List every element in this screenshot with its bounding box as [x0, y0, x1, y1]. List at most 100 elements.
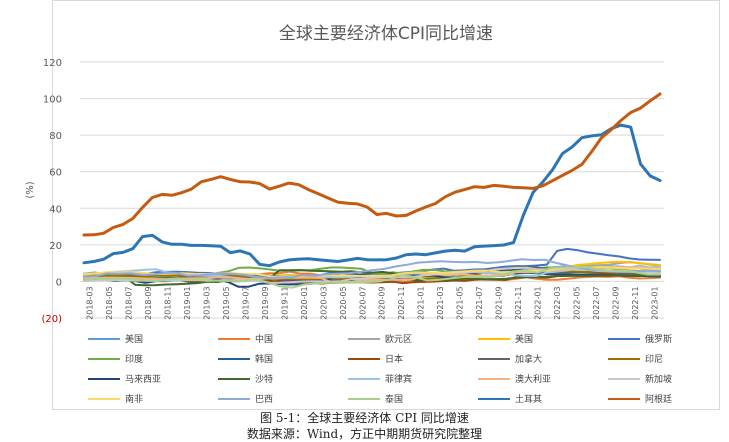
legend-swatch [88, 397, 120, 400]
legend-label: 新加坡 [645, 375, 673, 385]
legend-item: 泰国 [348, 392, 403, 405]
source-note: 数据来源：Wind，方正中期期货研究院整理 [246, 427, 483, 441]
x-tick-label: 2020-01 [300, 286, 309, 319]
legend-label: 巴西 [255, 395, 274, 405]
y-axis-label: (%) [25, 181, 36, 198]
series-line-17 [83, 266, 661, 289]
legend-item: 俄罗斯 [608, 332, 672, 345]
legend-item: 美国 [478, 332, 533, 345]
legend-item: 菲律宾 [348, 372, 412, 385]
x-tick-label: 2019-11 [280, 286, 289, 319]
legend-label: 美国 [515, 335, 534, 345]
x-tick-label: 2018-11 [164, 286, 173, 319]
legend-label: 韩国 [255, 355, 274, 365]
legend-item: 韩国 [218, 352, 273, 365]
x-tick-label: 2020-03 [319, 286, 328, 319]
series-line-16 [83, 258, 661, 279]
x-tick-label: 2019-01 [183, 286, 192, 319]
y-tick-label: 120 [43, 58, 62, 69]
x-tick-label: 2020-09 [378, 286, 387, 319]
legend-swatch [608, 357, 640, 360]
legend-item: 沙特 [218, 372, 273, 385]
legend-label: 印尼 [645, 355, 664, 365]
series-line-19 [82, 92, 662, 237]
legend-label: 土耳其 [515, 395, 543, 405]
legend-item: 澳大利亚 [478, 372, 551, 385]
legend-swatch [608, 337, 640, 340]
legend-swatch [218, 377, 250, 380]
x-tick-label: 2022-11 [631, 286, 640, 319]
y-tick-label: 0 [56, 277, 62, 288]
legend-swatch [478, 337, 510, 340]
x-tick-label: 2020-05 [339, 286, 348, 319]
legend-swatch [218, 397, 250, 400]
x-tick-label: 2021-01 [417, 286, 426, 319]
legend-swatch [88, 337, 120, 340]
legend-item: 印尼 [608, 352, 663, 365]
x-tick-label: 2021-11 [514, 286, 523, 319]
x-tick-label: 2019-09 [261, 286, 270, 319]
x-tick-label: 2022-05 [572, 286, 581, 319]
legend-label: 南非 [125, 395, 144, 405]
figure-caption: 图 5-1：全球主要经济体 CPI 同比增速 [260, 411, 469, 425]
legend-label: 沙特 [255, 375, 274, 385]
legend-label: 马来西亚 [125, 375, 162, 385]
legend-swatch [478, 357, 510, 360]
x-tick-label: 2022-09 [611, 286, 620, 319]
x-tick-label: 2018-07 [125, 286, 134, 319]
legend-swatch [348, 337, 380, 340]
legend-label: 中国 [255, 335, 274, 345]
x-tick-label: 2022-07 [592, 286, 601, 319]
legend-swatch [478, 377, 510, 380]
x-tick-label: 2022-01 [533, 286, 542, 319]
legend-item: 阿根廷 [608, 392, 672, 405]
y-tick-label: 80 [49, 131, 62, 142]
x-tick-label: 2018-05 [105, 286, 114, 319]
x-tick-label: 2023-01 [650, 286, 659, 319]
legend-label: 欧元区 [385, 335, 413, 345]
x-tick-label: 2021-05 [456, 286, 465, 319]
legend-item: 马来西亚 [88, 372, 161, 385]
x-tick-label: 2018-09 [144, 286, 153, 319]
x-tick-label: 2019-03 [203, 286, 212, 319]
x-tick-label: 2019-05 [222, 286, 231, 319]
legend-label: 日本 [385, 355, 404, 365]
legend-label: 菲律宾 [385, 375, 413, 385]
chart-title: 全球主要经济体CPI同比增速 [278, 24, 494, 44]
legend-label: 俄罗斯 [645, 335, 673, 345]
legend-item: 美国 [88, 332, 143, 345]
x-tick-label: 2019-07 [241, 286, 250, 319]
series-line-18 [82, 123, 662, 268]
series-line-14 [83, 266, 661, 284]
legend-swatch [348, 397, 380, 400]
y-tick-label: 20 [49, 241, 62, 252]
legend-item: 加拿大 [478, 352, 542, 365]
legend-swatch [218, 337, 250, 340]
legend-item: 南非 [88, 392, 143, 405]
x-tick-label: 2018-03 [86, 286, 95, 319]
y-tick-label: 40 [49, 204, 62, 215]
chart-area [52, 0, 720, 410]
legend-label: 印度 [125, 355, 144, 365]
x-tick-label: 2021-07 [475, 286, 484, 319]
legend-item: 中国 [218, 332, 273, 345]
legend-swatch [608, 377, 640, 380]
legend-item: 欧元区 [348, 332, 412, 345]
legend-swatch [348, 357, 380, 360]
legend-item: 日本 [348, 352, 403, 365]
legend-swatch [348, 377, 380, 380]
legend-swatch [608, 397, 640, 400]
legend-swatch [218, 357, 250, 360]
x-tick-label: 2020-11 [397, 286, 406, 319]
y-tick-label: 60 [49, 168, 62, 179]
series-line-11 [83, 269, 661, 287]
legend-swatch [478, 397, 510, 400]
legend-swatch [88, 377, 120, 380]
legend-item: 新加坡 [608, 372, 672, 385]
legend-label: 阿根廷 [645, 395, 673, 405]
x-tick-label: 2021-09 [495, 286, 504, 319]
x-tick-label: 2022-03 [553, 286, 562, 319]
legend-label: 美国 [125, 335, 144, 345]
legend-label: 泰国 [385, 395, 404, 405]
